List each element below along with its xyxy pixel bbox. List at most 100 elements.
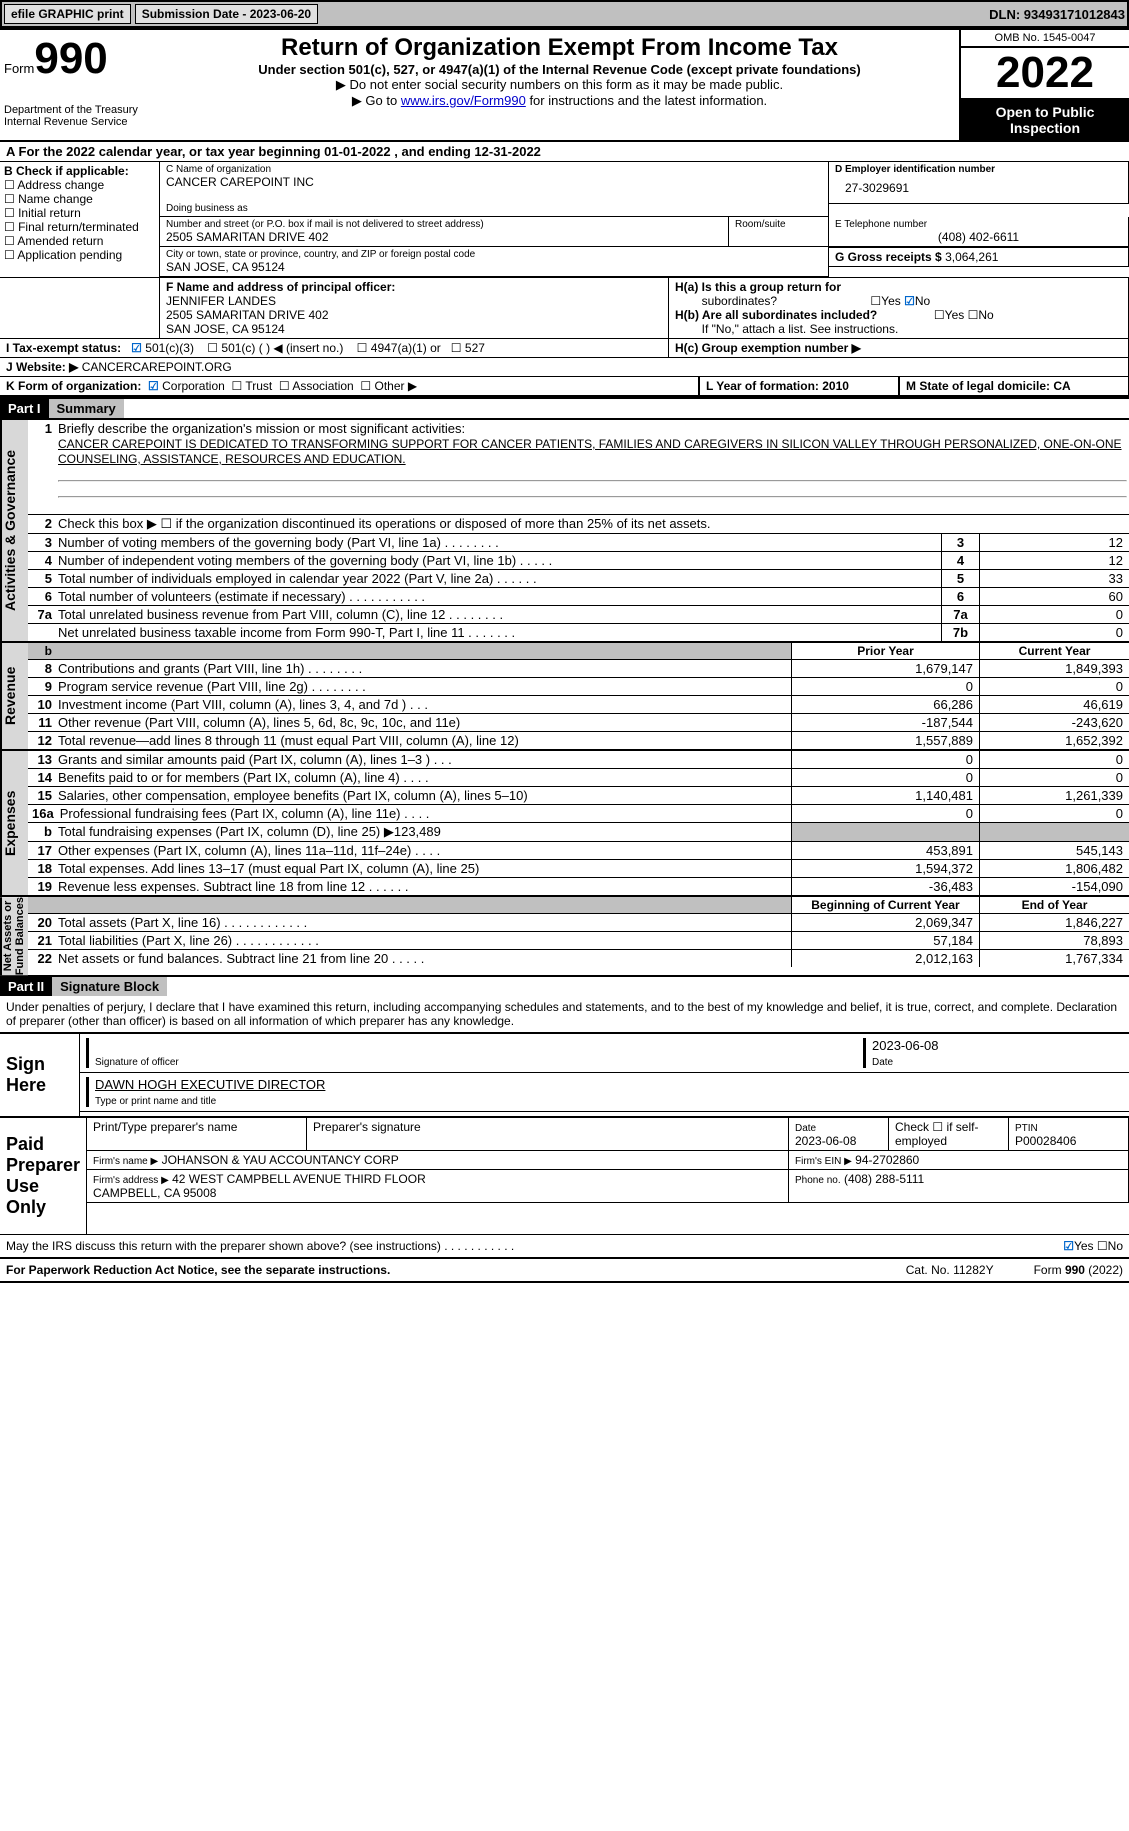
prep-h4: Check ☐ if self-employed — [889, 1118, 1009, 1150]
checkbox-item[interactable]: ☐ Address change — [4, 178, 155, 192]
summary-row: 7aTotal unrelated business revenue from … — [28, 605, 1129, 623]
k-corp: Corporation — [162, 379, 225, 393]
section-b-to-g: B Check if applicable: ☐ Address change☐… — [0, 161, 1129, 277]
paid-preparer-block: Paid Preparer Use Only Print/Type prepar… — [0, 1116, 1129, 1234]
checkbox-item[interactable]: ☐ Final return/terminated — [4, 220, 155, 234]
irs-link[interactable]: www.irs.gov/Form990 — [401, 93, 526, 108]
prep-h3-lbl: Date — [795, 1123, 816, 1134]
row-j: J Website: ▶ CANCERCAREPOINT.ORG — [0, 357, 1129, 376]
expense-row: 17Other expenses (Part IX, column (A), l… — [28, 841, 1129, 859]
expense-row: bTotal fundraising expenses (Part IX, co… — [28, 822, 1129, 841]
prep-date: 2023-06-08 — [795, 1134, 856, 1148]
org-address: 2505 SAMARITAN DRIVE 402 — [166, 230, 722, 244]
k-other: Other ▶ — [375, 379, 418, 393]
i-label: I Tax-exempt status: — [6, 341, 121, 355]
officer-addr2: SAN JOSE, CA 95124 — [166, 322, 285, 336]
firm-phone: (408) 288-5111 — [844, 1172, 924, 1186]
sign-here-block: Sign Here Signature of officer 2023-06-0… — [0, 1032, 1129, 1116]
firm-ein: 94-2702860 — [855, 1153, 919, 1167]
checkbox-item[interactable]: ☐ Initial return — [4, 206, 155, 220]
firm-ein-label: Firm's EIN ▶ — [795, 1156, 852, 1167]
mission-text: CANCER CAREPOINT IS DEDICATED TO TRANSFO… — [58, 437, 1122, 466]
revenue-row: 9Program service revenue (Part VIII, lin… — [28, 677, 1129, 695]
website-value: CANCERCAREPOINT.ORG — [82, 360, 232, 374]
irs-discuss-row: May the IRS discuss this return with the… — [0, 1234, 1129, 1257]
firm-name-label: Firm's name ▶ — [93, 1156, 158, 1167]
row-k-l-m: K Form of organization: ☑ Corporation ☐ … — [0, 376, 1129, 397]
activities-section: Activities & Governance 1 Briefly descri… — [0, 418, 1129, 641]
paid-preparer-label: Paid Preparer Use Only — [0, 1118, 87, 1234]
hb-note: If "No," attach a list. See instructions… — [702, 322, 899, 336]
checkbox-item[interactable]: ☐ Application pending — [4, 248, 155, 262]
no-label: No — [1108, 1239, 1123, 1253]
sig-date: 2023-06-08 — [872, 1038, 939, 1053]
hc-label: H(c) Group exemption number ▶ — [675, 341, 861, 355]
firm-phone-label: Phone no. — [795, 1175, 841, 1186]
officer-name-sig: DAWN HOGH EXECUTIVE DIRECTOR — [95, 1077, 325, 1092]
dln-label: DLN: 93493171012843 — [989, 7, 1125, 22]
netassets-section: Net Assets or Fund Balances Beginning of… — [0, 895, 1129, 975]
irs-discuss-q: May the IRS discuss this return with the… — [6, 1239, 514, 1253]
activities-label: Activities & Governance — [0, 420, 28, 641]
part-i-title: Summary — [49, 399, 124, 418]
revenue-row: 12Total revenue—add lines 8 through 11 (… — [28, 731, 1129, 749]
hb-label: H(b) Are all subordinates included? — [675, 308, 877, 322]
dba-label: Doing business as — [166, 203, 822, 214]
g-label: G Gross receipts $ — [835, 250, 942, 264]
revenue-row: 10Investment income (Part VIII, column (… — [28, 695, 1129, 713]
netassets-row: 21Total liabilities (Part X, line 26) . … — [28, 931, 1129, 949]
expense-row: 15Salaries, other compensation, employee… — [28, 786, 1129, 804]
expense-row: 18Total expenses. Add lines 13–17 (must … — [28, 859, 1129, 877]
form-footer: Form 990 (2022) — [1034, 1263, 1123, 1277]
form-word: Form — [4, 61, 34, 76]
part-ii-header: Part IISignature Block — [0, 975, 1129, 996]
summary-row: 6Total number of volunteers (estimate if… — [28, 587, 1129, 605]
revenue-section: Revenue bPrior YearCurrent Year 8Contrib… — [0, 641, 1129, 749]
gross-receipts: 3,064,261 — [945, 250, 998, 264]
netassets-label: Net Assets or Fund Balances — [0, 897, 28, 975]
ssn-warning: ▶ Do not enter social security numbers o… — [164, 77, 955, 93]
row-i: I Tax-exempt status: ☑ 501(c)(3) ☐ 501(c… — [0, 338, 1129, 357]
city-label: City or town, state or province, country… — [166, 249, 822, 260]
summary-row: Net unrelated business taxable income fr… — [28, 623, 1129, 641]
row-f-h: F Name and address of principal officer:… — [0, 277, 1129, 338]
expenses-label: Expenses — [0, 751, 28, 895]
prior-year-hdr: Prior Year — [791, 643, 979, 659]
checkbox-item[interactable]: ☐ Name change — [4, 192, 155, 206]
form-subtitle: Under section 501(c), 527, or 4947(a)(1)… — [164, 62, 955, 77]
part-ii-label: Part II — [0, 977, 52, 996]
signature-declaration: Under penalties of perjury, I declare th… — [0, 996, 1129, 1032]
efile-button[interactable]: efile GRAPHIC print — [4, 4, 131, 24]
current-year-hdr: Current Year — [979, 643, 1129, 659]
room-label: Room/suite — [735, 219, 822, 230]
goto-pre: ▶ Go to — [352, 93, 401, 108]
line-2: Check this box ▶ ☐ if the organization d… — [56, 515, 1129, 533]
officer-name: JENNIFER LANDES — [166, 294, 276, 308]
checkbox-item[interactable]: ☐ Amended return — [4, 234, 155, 248]
prep-h2: Preparer's signature — [307, 1118, 789, 1150]
expense-row: 14Benefits paid to or for members (Part … — [28, 768, 1129, 786]
b-header: B Check if applicable: — [4, 164, 155, 178]
l-label: L Year of formation: 2010 — [706, 379, 849, 393]
submission-date: Submission Date - 2023-06-20 — [135, 4, 318, 24]
expenses-section: Expenses 13Grants and similar amounts pa… — [0, 749, 1129, 895]
part-i-header: Part ISummary — [0, 397, 1129, 418]
summary-row: 4Number of independent voting members of… — [28, 551, 1129, 569]
d-label: D Employer identification number — [835, 164, 1122, 175]
form-number: 990 — [34, 34, 107, 83]
c-name-label: C Name of organization — [166, 164, 822, 175]
firm-name: JOHANSON & YAU ACCOUNTANCY CORP — [162, 1153, 399, 1167]
tax-year: 2022 — [961, 48, 1129, 100]
top-toolbar: efile GRAPHIC print Submission Date - 20… — [0, 0, 1129, 28]
org-name: CANCER CAREPOINT INC — [166, 175, 822, 189]
public-inspection: Open to Public Inspection — [961, 100, 1129, 140]
bcy-hdr: Beginning of Current Year — [791, 897, 979, 913]
i-501c3: 501(c)(3) — [145, 341, 194, 355]
m-label: M State of legal domicile: CA — [906, 379, 1071, 393]
k-label: K Form of organization: — [6, 379, 141, 393]
firm-addr-label: Firm's address ▶ — [93, 1175, 169, 1186]
phone-value: (408) 402-6611 — [835, 230, 1122, 244]
yes-label: Yes — [1074, 1239, 1094, 1253]
e-label: E Telephone number — [835, 219, 1122, 230]
officer-addr1: 2505 SAMARITAN DRIVE 402 — [166, 308, 329, 322]
